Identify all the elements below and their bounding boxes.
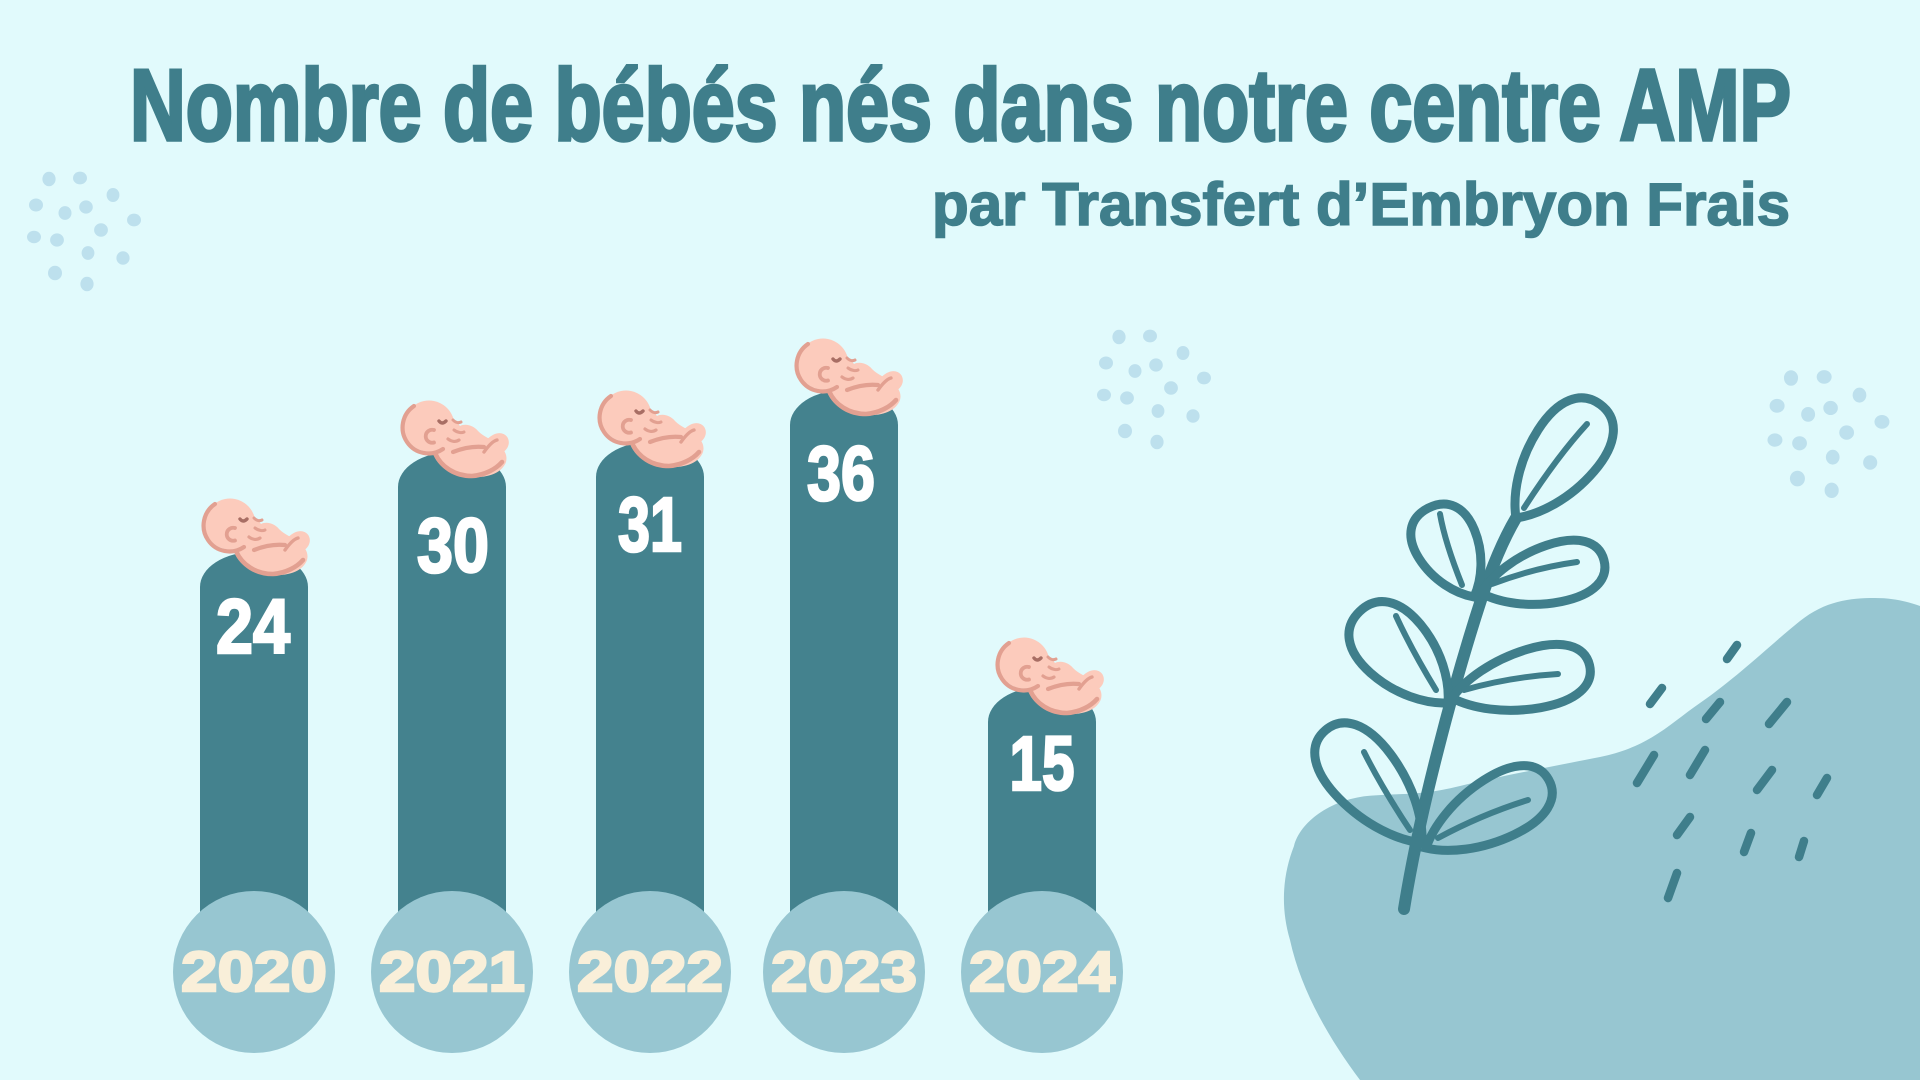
svg-text:15: 15	[1010, 721, 1075, 807]
svg-text:par Transfert d’Embryon Frais: par Transfert d’Embryon Frais	[932, 171, 1790, 238]
svg-text:31: 31	[618, 482, 682, 568]
svg-text:2024: 2024	[969, 940, 1115, 1004]
svg-text:2021: 2021	[379, 940, 525, 1004]
svg-text:Nombre de bébés nés dans notre: Nombre de bébés nés dans notre centre AM…	[130, 50, 1791, 162]
svg-text:2020: 2020	[181, 940, 327, 1004]
svg-text:2022: 2022	[577, 940, 723, 1004]
svg-text:30: 30	[417, 503, 489, 589]
svg-text:24: 24	[216, 584, 290, 670]
svg-text:2023: 2023	[771, 940, 917, 1004]
svg-text:36: 36	[807, 431, 875, 517]
